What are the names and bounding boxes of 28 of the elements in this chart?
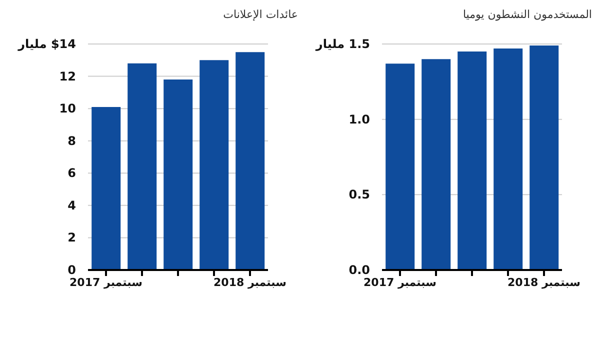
y-tick-label: 8 (68, 134, 76, 148)
y-tick-label: 4 (68, 198, 76, 212)
bar (92, 106, 121, 270)
bar (530, 46, 559, 270)
chart-title: المستخدمون النشطون يوميا (462, 8, 592, 23)
x-tick-label: سبتمبر 2018 (508, 276, 580, 289)
y-tick-label: 0 (68, 263, 76, 277)
y-tick-label: 0.0 (348, 263, 370, 277)
y-tick-label: 12 (59, 69, 76, 84)
y-tick-label: 0.5 (348, 188, 370, 202)
bar (200, 60, 229, 270)
y-tick-label: 2 (68, 230, 76, 245)
bar (236, 52, 265, 270)
chart-title: عائدات الإعلانات (223, 8, 298, 23)
bar (164, 80, 193, 270)
x-tick-label: سبتمبر 2018 (214, 276, 286, 289)
bar (494, 48, 523, 270)
x-tick-label: سبتمبر 2017 (70, 276, 142, 289)
bar (386, 64, 415, 270)
bar (128, 63, 157, 270)
x-tick-label: سبتمبر 2017 (364, 276, 436, 289)
y-tick-label: 1.0 (348, 112, 370, 126)
y-tick-label: 1.5 مليار (314, 37, 370, 51)
y-tick-label: $14 مليار (17, 37, 76, 51)
bar (422, 59, 451, 270)
y-tick-label: 6 (68, 166, 76, 180)
y-tick-label: 10 (59, 102, 76, 116)
bar (458, 52, 487, 270)
